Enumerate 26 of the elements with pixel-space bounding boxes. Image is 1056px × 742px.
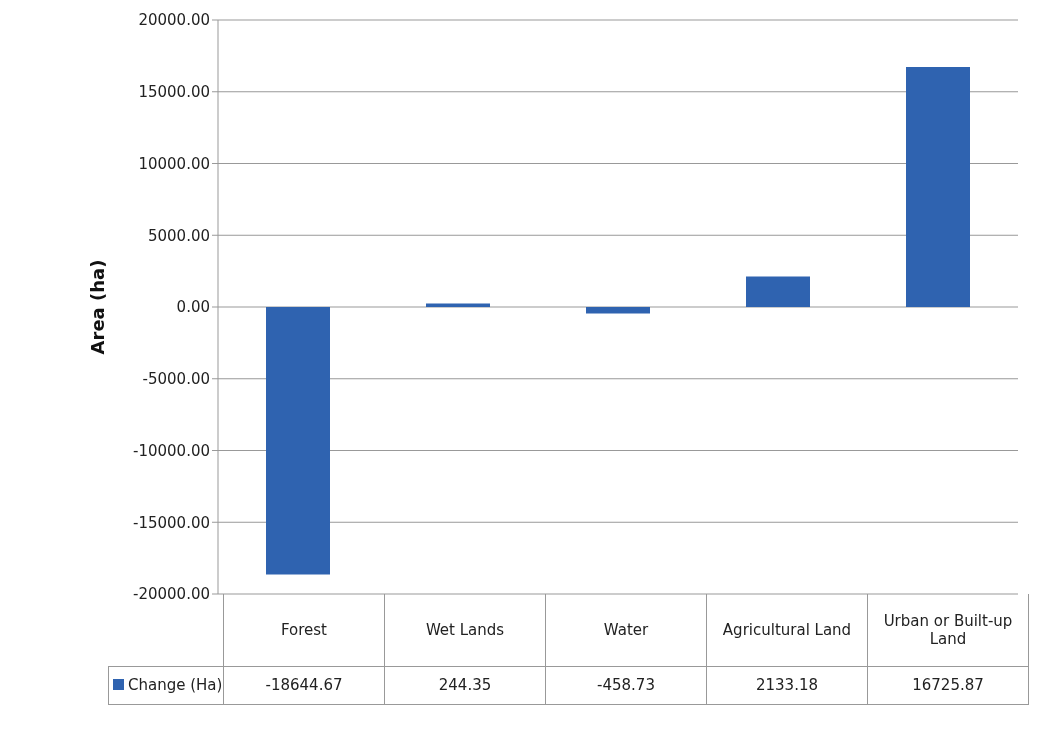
y-tick-label: 20000.00	[138, 11, 210, 30]
bar	[266, 307, 330, 575]
data-label: -18644.67	[223, 666, 385, 704]
x-tick-label: Water	[545, 594, 707, 666]
y-tick-label: 15000.00	[138, 83, 210, 102]
y-tick-label: -5000.00	[142, 370, 210, 389]
x-tick-label: Wet Lands	[384, 594, 546, 666]
y-tick-label: 10000.00	[138, 154, 210, 173]
data-label: 2133.18	[706, 666, 868, 704]
y-tick-label: -15000.00	[133, 513, 210, 532]
y-tick-label: -20000.00	[133, 585, 210, 604]
legend-label: Change (Ha)	[108, 666, 224, 704]
x-tick-label: Urban or Built-up Land	[867, 594, 1029, 666]
y-axis-title: Area (ha)	[87, 259, 109, 355]
bar	[906, 66, 970, 307]
y-tick-label: 5000.00	[147, 226, 210, 245]
x-tick-label: Forest	[223, 594, 385, 666]
y-tick-label: 0.00	[176, 298, 210, 317]
bar	[746, 276, 810, 307]
data-label: 16725.87	[867, 666, 1029, 704]
bar	[586, 307, 650, 314]
y-tick-label: -10000.00	[133, 441, 210, 460]
data-label: -458.73	[545, 666, 707, 704]
x-tick-label: Agricultural Land	[706, 594, 868, 666]
data-label: 244.35	[384, 666, 546, 704]
bar	[426, 303, 490, 307]
